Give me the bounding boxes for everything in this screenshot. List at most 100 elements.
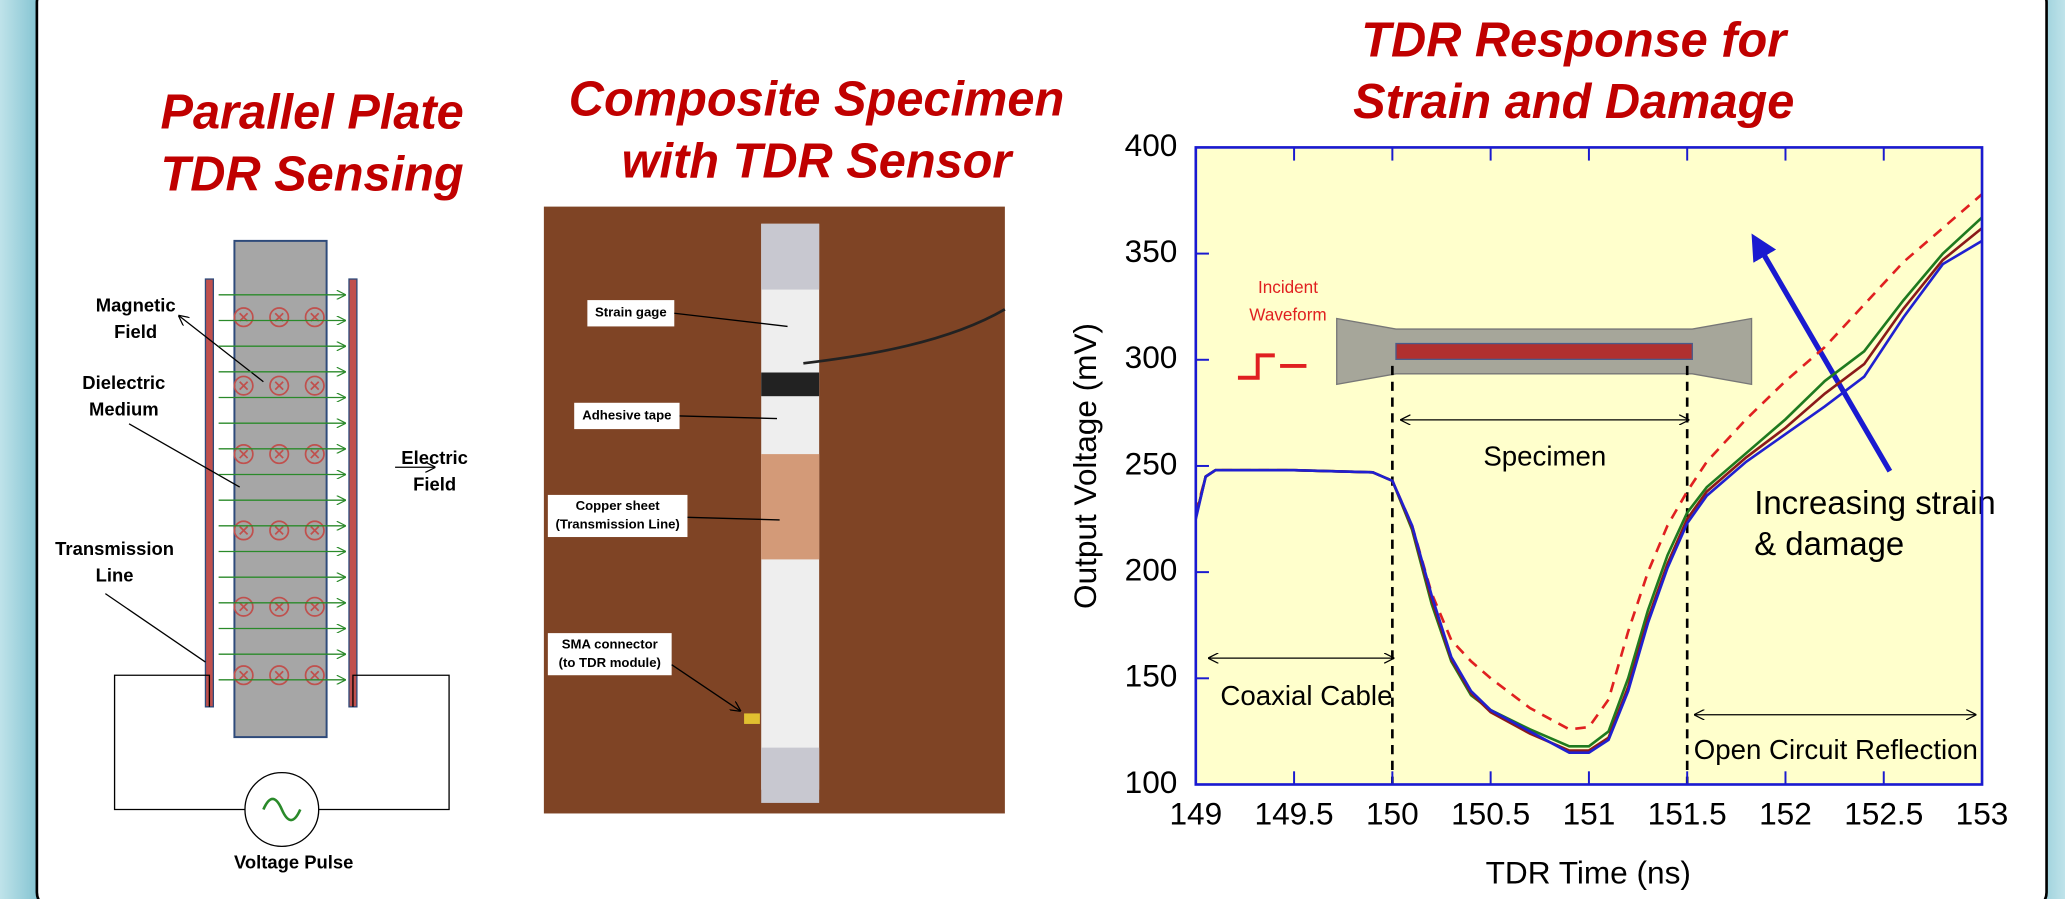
field-symbol <box>239 381 249 391</box>
x-tick-label: 151 <box>1563 795 1616 831</box>
y-tick-label: 150 <box>1125 658 1178 694</box>
label: Voltage Pulse <box>234 851 353 872</box>
x-tick-label: 149 <box>1169 795 1222 831</box>
field-symbol <box>239 312 249 322</box>
annotation: Open Circuit Reflection <box>1694 734 1978 765</box>
left-title: TDR Sensing <box>161 148 464 202</box>
annotation: Increasing strain <box>1754 484 1996 521</box>
y-tick-label: 350 <box>1125 233 1178 269</box>
tdr-diagram <box>104 239 450 848</box>
tag <box>574 402 680 430</box>
field-symbol <box>274 670 284 680</box>
leader <box>104 316 264 663</box>
label: Electric <box>401 447 468 468</box>
annotation: Specimen <box>1483 440 1606 471</box>
y-tick-label: 100 <box>1125 764 1178 800</box>
field-symbol <box>269 307 290 328</box>
field-symbol <box>304 665 325 686</box>
series-line <box>1194 239 1983 754</box>
tab <box>761 223 820 290</box>
tab <box>761 747 820 803</box>
annotation: & damage <box>1754 525 1904 562</box>
field-symbol <box>269 520 290 541</box>
left-title: Parallel Plate <box>160 86 463 140</box>
field-symbol <box>269 665 290 686</box>
field-symbol <box>304 307 325 328</box>
label: Field <box>413 474 456 495</box>
field-symbol <box>304 596 325 617</box>
field-symbol <box>239 525 249 536</box>
field-symbol <box>233 520 254 541</box>
x-tick-label: 152 <box>1759 795 1812 831</box>
field-symbol <box>233 665 254 686</box>
tape <box>761 372 820 397</box>
field-symbol <box>310 602 320 612</box>
label: (Transmission Line) <box>555 517 679 532</box>
field-symbol <box>274 381 284 391</box>
copper <box>761 454 820 560</box>
label: Copper sheet <box>576 498 661 513</box>
connector <box>744 713 760 724</box>
label: Dielectric <box>82 372 165 393</box>
trend-arrow <box>1751 233 1893 473</box>
circuit <box>113 674 450 811</box>
field-symbol <box>239 449 249 459</box>
annotation: Waveform <box>1249 305 1326 324</box>
y-axis-label: Output Voltage (mV) <box>1067 323 1103 609</box>
chart-title: TDR Response for <box>1361 13 1789 67</box>
field-symbol <box>310 381 320 391</box>
plate <box>204 278 215 708</box>
field-symbol <box>269 596 290 617</box>
field-symbol <box>233 596 254 617</box>
incident-step <box>1237 353 1307 380</box>
field-symbol <box>233 307 254 328</box>
tag <box>587 300 675 327</box>
label: Transmission <box>55 538 174 559</box>
wire <box>803 308 1006 365</box>
y-tick-label: 300 <box>1125 339 1178 375</box>
x-tick-label: 150 <box>1366 795 1419 831</box>
y-tick-label: 400 <box>1125 127 1178 163</box>
label: Medium <box>89 399 159 420</box>
photo <box>543 206 1006 814</box>
y-tick-label: 200 <box>1125 551 1178 587</box>
x-tick-label: 153 <box>1956 795 2009 831</box>
field-symbol <box>233 375 254 396</box>
x-tick-label: 149.5 <box>1255 795 1334 831</box>
leader <box>671 312 788 711</box>
field-symbol <box>239 670 249 680</box>
annotation: Coaxial Cable <box>1220 680 1392 711</box>
field-symbol <box>310 670 320 680</box>
plot-area <box>1195 147 1983 785</box>
field-symbol <box>310 312 320 322</box>
field-symbol <box>269 444 290 465</box>
tag <box>547 633 672 676</box>
field-symbol <box>274 312 284 322</box>
label: Line <box>96 564 134 585</box>
field-symbol <box>233 444 254 465</box>
annotation: Incident <box>1258 278 1318 297</box>
label: Field <box>114 321 157 342</box>
field-symbol <box>304 444 325 465</box>
label: Magnetic <box>96 295 176 316</box>
sine <box>262 797 302 822</box>
field-symbol <box>274 449 284 459</box>
x-tick-label: 150.5 <box>1451 795 1530 831</box>
field-symbol <box>304 520 325 541</box>
field-symbol <box>239 602 249 612</box>
x-tick-label: 151.5 <box>1648 795 1727 831</box>
x-axis-label: TDR Time (ns) <box>1486 855 1691 891</box>
tag <box>547 494 688 538</box>
field-symbol <box>310 449 320 459</box>
middle-title: with TDR Sensor <box>622 134 1015 188</box>
label: Adhesive tape <box>582 407 671 422</box>
plate <box>348 278 358 708</box>
field-symbol <box>274 525 284 536</box>
chart-title: Strain and Damage <box>1353 75 1794 129</box>
label: SMA connector <box>562 636 658 651</box>
label: (to TDR module) <box>559 655 661 670</box>
specimen-bar <box>1395 342 1693 360</box>
field-symbol <box>269 375 290 396</box>
y-tick-label: 250 <box>1125 445 1178 481</box>
